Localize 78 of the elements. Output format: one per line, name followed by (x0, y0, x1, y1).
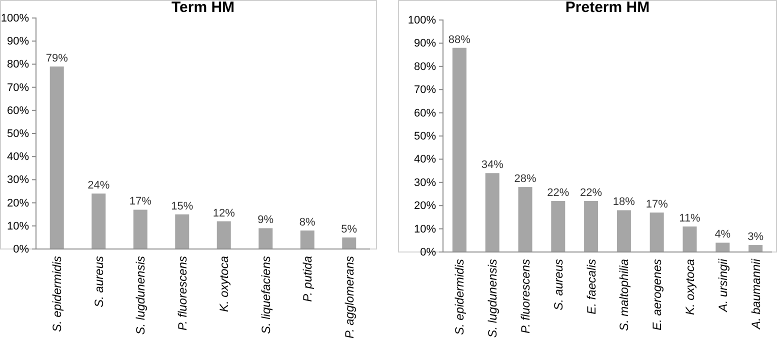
bar (716, 242, 730, 252)
data-label: 34% (481, 159, 504, 172)
x-tick-label: S. aureus (92, 256, 106, 308)
bar (650, 212, 664, 252)
y-tick-label: 10% (414, 223, 436, 236)
x-tick-label: A. ursingii (716, 258, 730, 313)
y-tick-label: 40% (6, 151, 30, 164)
bar (748, 245, 763, 252)
data-label: 24% (88, 180, 110, 192)
x-tick-label: S. liquefaciens (258, 256, 273, 334)
y-tick-label: 50% (414, 130, 436, 143)
data-label: 22% (580, 186, 602, 199)
x-tick-label: P. fluorescens (175, 256, 190, 330)
data-label: 11% (679, 212, 701, 224)
bar (92, 194, 106, 249)
y-tick-label: 70% (414, 84, 436, 96)
bar (175, 214, 190, 249)
x-tick-label: P. fluorescens (518, 259, 532, 334)
bar (551, 200, 566, 252)
x-tick-label: K. oxytoca (682, 258, 697, 316)
y-tick-label: 20% (6, 197, 30, 210)
data-label: 22% (547, 186, 570, 199)
bar (518, 187, 532, 252)
y-tick-label: 40% (414, 154, 436, 166)
x-tick-label: S. maltophilia (617, 258, 632, 332)
bar (616, 210, 631, 252)
data-label: 4% (714, 228, 731, 241)
bar (682, 226, 697, 252)
data-label: 5% (341, 223, 358, 236)
data-label: 15% (171, 200, 194, 212)
data-label: 3% (748, 231, 764, 244)
y-tick-label: 30% (6, 174, 30, 186)
data-label: 17% (129, 196, 152, 208)
data-label: 12% (212, 207, 236, 220)
y-tick-label: 70% (6, 82, 30, 94)
x-tick-label: S. lugdunensis (486, 259, 500, 338)
y-tick-label: 80% (414, 60, 436, 73)
data-label: 17% (646, 198, 668, 211)
data-label: 18% (612, 196, 636, 208)
data-label: 8% (299, 216, 316, 229)
data-label: 9% (258, 214, 274, 226)
y-tick-label: 50% (6, 128, 30, 140)
y-tick-label: 0% (13, 244, 30, 256)
data-label: 79% (46, 52, 68, 65)
x-tick-label: S. epidermidis (452, 259, 467, 336)
bar (300, 230, 314, 249)
data-label: 28% (514, 173, 536, 186)
y-tick-label: 10% (6, 220, 30, 232)
x-tick-label: P. agglomerans (342, 256, 356, 338)
x-tick-label: P. putida (300, 256, 315, 302)
y-tick-label: 80% (6, 58, 30, 71)
x-tick-label: E. faecalis (584, 259, 598, 314)
x-tick-label: S. lugdunensis (134, 256, 148, 335)
y-tick-label: 60% (6, 104, 30, 117)
y-tick-label: 30% (414, 176, 436, 189)
x-tick-label: K. oxytoca (217, 256, 232, 312)
y-tick-label: 100% (408, 14, 436, 27)
bar (452, 48, 466, 252)
chart-title: Term HM (171, 0, 235, 16)
x-tick-label: A. baumannii (748, 258, 763, 330)
x-tick-label: E. aerogenes (650, 259, 664, 330)
y-tick-label: 100% (0, 12, 30, 25)
bar (485, 173, 500, 252)
bar (584, 200, 598, 252)
x-tick-label: S. epidermidis (50, 256, 64, 332)
bar (258, 228, 273, 249)
y-tick-label: 90% (6, 36, 30, 48)
y-tick-label: 0% (420, 246, 436, 259)
bar (50, 66, 64, 249)
y-tick-label: 60% (414, 107, 436, 120)
bar (133, 210, 148, 249)
bar (342, 237, 356, 249)
chart-title: Preterm HM (565, 0, 650, 16)
x-tick-label: S. aureus (551, 259, 566, 310)
y-tick-label: 90% (414, 38, 436, 50)
data-label: 88% (448, 34, 471, 46)
y-tick-label: 20% (414, 200, 436, 212)
bar (216, 221, 231, 249)
